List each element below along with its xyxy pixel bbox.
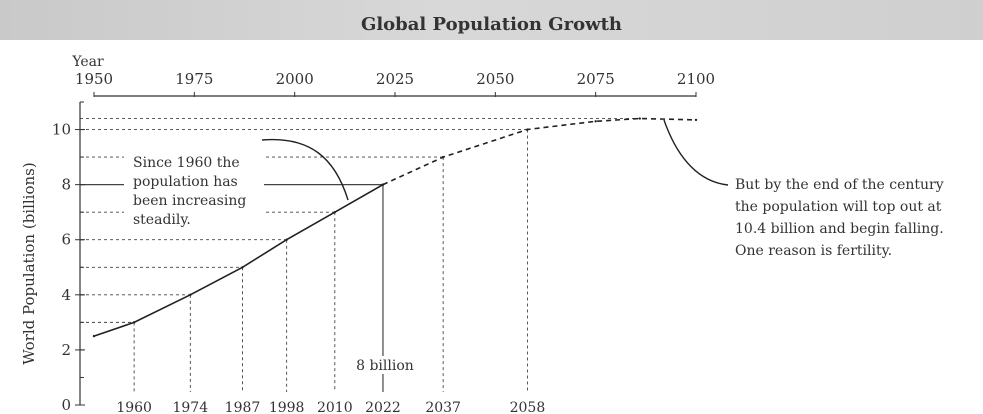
series-point-solid-1950 (92, 334, 96, 338)
milestone-label-2058: 2058 (510, 400, 546, 414)
right-annotation-leader (663, 119, 729, 186)
x-tick-label-1950: 1950 (75, 70, 113, 88)
left-annotation-leader (261, 138, 349, 201)
x-tick-label-2025: 2025 (376, 70, 414, 88)
marker-label: 8 billion (356, 358, 414, 374)
series-point-solid-1974 (189, 293, 192, 297)
series-point-solid-1998 (285, 238, 288, 241)
y-tick-label-10: 10 (52, 121, 71, 139)
series-point-solid-1987 (241, 266, 244, 269)
series-point-dashed-2058 (526, 128, 529, 131)
series-point-solid-1960 (132, 321, 136, 324)
x-tick-label-2000: 2000 (276, 70, 314, 88)
milestone-label-1974: 1974 (172, 400, 208, 414)
right-annotation-line-3: 10.4 billion and begin falling. (735, 221, 944, 237)
left-annotation-line-2: population has (133, 174, 238, 190)
series-point-dashed-2075 (594, 120, 597, 123)
y-tick-label-0: 0 (61, 396, 71, 414)
series-point-solid-2010 (333, 210, 336, 214)
y-tick-label-8: 8 (61, 176, 71, 194)
milestone-label-2010: 2010 (317, 400, 353, 414)
x-tick-label-1975: 1975 (175, 70, 213, 88)
milestone-label-2037: 2037 (425, 400, 461, 414)
right-annotation-line-4: One reason is fertility. (735, 243, 892, 259)
left-annotation-backdrop (124, 150, 264, 236)
left-annotation-line-1: Since 1960 the (133, 155, 240, 171)
series-line-dashed (382, 117, 697, 186)
y-tick-label-4: 4 (61, 286, 71, 304)
right-annotation-line-1: But by the end of the century (735, 177, 944, 193)
left-annotation-line-3: been increasing (133, 193, 246, 209)
chart-title: Global Population Growth (360, 14, 623, 35)
x-tick-label-2050: 2050 (476, 70, 514, 88)
milestone-label-1960: 1960 (116, 400, 152, 414)
x-tick-label-2075: 2075 (577, 70, 615, 88)
milestone-label-2022: 2022 (365, 400, 401, 414)
marker-label-backdrop (352, 356, 415, 374)
milestone-label-1987: 1987 (225, 400, 261, 414)
series-point-dashed-2086 (638, 117, 642, 120)
y-axis-title: World Population (billions) (20, 162, 38, 364)
left-annotation-line-4: steadily. (133, 212, 191, 228)
series-point-dashed-2100 (694, 118, 698, 122)
y-tick-label-2: 2 (61, 341, 71, 359)
milestone-label-1998: 1998 (269, 400, 305, 414)
series-point-dashed-2037 (441, 155, 445, 159)
y-tick-label-6: 6 (61, 231, 71, 249)
title-banner: Global Population Growth (0, 0, 983, 40)
x-tick-label-2100: 2100 (677, 70, 715, 88)
x-axis-title: Year (71, 54, 104, 70)
series-point-dashed-2022 (381, 183, 385, 186)
right-annotation-line-2: the population will top out at (735, 199, 942, 215)
